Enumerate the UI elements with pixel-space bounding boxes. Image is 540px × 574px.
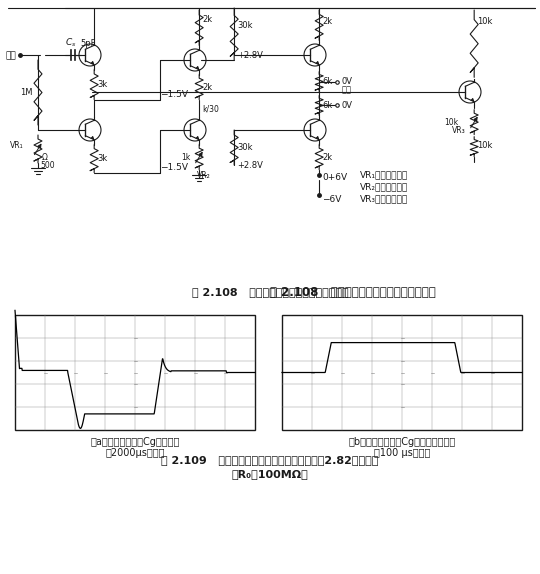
Text: 0+6V: 0+6V	[322, 173, 347, 182]
Text: 2k: 2k	[202, 15, 212, 25]
Text: 3k: 3k	[97, 154, 107, 163]
Text: 30k: 30k	[237, 21, 253, 29]
Text: −1.5V: −1.5V	[160, 90, 188, 99]
Text: 2k: 2k	[322, 153, 332, 162]
Text: （100 μs／格）: （100 μs／格）	[374, 448, 430, 458]
Text: +2.8V: +2.8V	[237, 161, 263, 169]
Text: VR₂同相零点调节: VR₂同相零点调节	[360, 183, 408, 192]
Text: （2000μs／格）: （2000μs／格）	[105, 448, 165, 458]
Text: VR₃: VR₃	[452, 126, 466, 135]
Text: 3k: 3k	[97, 80, 107, 89]
Text: （R₀＝100MΩ）: （R₀＝100MΩ）	[232, 469, 308, 479]
Text: VR₁: VR₁	[10, 142, 24, 150]
Text: VR₂: VR₂	[197, 171, 211, 180]
Text: （b）输出波形（对Cg进行最佳补偿）: （b）输出波形（对Cg进行最佳补偿）	[348, 437, 456, 447]
Bar	[282, 315, 522, 430]
Text: 10k: 10k	[477, 17, 492, 26]
Text: k/30: k/30	[202, 104, 219, 113]
Bar	[15, 315, 255, 430]
Text: 输入: 输入	[5, 52, 16, 60]
Text: −6V: −6V	[322, 195, 342, 204]
Text: VR₁反相零点调节: VR₁反相零点调节	[360, 170, 408, 180]
Text: 0V: 0V	[341, 77, 352, 86]
Text: 2k: 2k	[202, 83, 212, 92]
Text: 5pF: 5pF	[80, 38, 96, 48]
Text: 10k: 10k	[477, 141, 492, 150]
Text: 500: 500	[40, 161, 55, 169]
Text: 6k: 6k	[322, 77, 333, 86]
Text: VR₃正反馈量调节: VR₃正反馈量调节	[360, 195, 408, 204]
Text: （a）输出波形（对Cg无补偿）: （a）输出波形（对Cg无补偿）	[90, 437, 180, 447]
Text: 图 2.109   利用负电容改善响应的例子（根据图2.82的电路）: 图 2.109 利用负电容改善响应的例子（根据图2.82的电路）	[161, 455, 379, 465]
Text: Ω: Ω	[42, 153, 48, 162]
Text: 图 2.108   利用负电容的宽频带弱电流放大器: 图 2.108 利用负电容的宽频带弱电流放大器	[192, 287, 348, 297]
Text: 6k: 6k	[322, 101, 333, 110]
Text: +2.8V: +2.8V	[237, 51, 263, 60]
Text: 1k: 1k	[181, 153, 191, 162]
Text: 图 2.108   利用负电容的宽频带弱电流放大器: 图 2.108 利用负电容的宽频带弱电流放大器	[270, 285, 436, 298]
Text: −1.5V: −1.5V	[160, 163, 188, 172]
Text: $C_s$: $C_s$	[65, 37, 77, 49]
Text: 10k: 10k	[444, 118, 458, 127]
Text: 0V: 0V	[341, 101, 352, 110]
Text: 输出: 输出	[341, 85, 351, 94]
Text: 1M: 1M	[20, 88, 32, 97]
Text: 2k: 2k	[322, 17, 332, 26]
Text: 30k: 30k	[237, 144, 253, 153]
